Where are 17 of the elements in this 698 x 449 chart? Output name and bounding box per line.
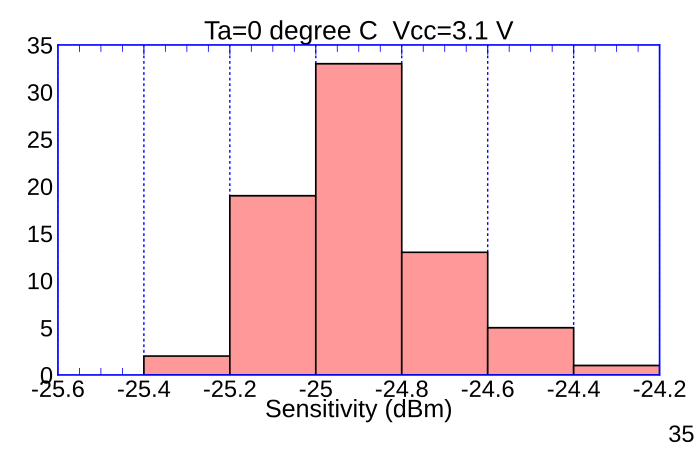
chart-title: Ta=0 degree C Vcc=3.1 V (204, 20, 514, 45)
y-tick-label: 15 (28, 226, 52, 242)
y-tick-label: 25 (28, 131, 52, 148)
y-tick-label: 5 (40, 320, 52, 337)
x-tick-label: -25 (300, 380, 332, 398)
x-axis-title: Sensitivity (dBm) (266, 399, 451, 422)
x-tick-label: -24.4 (548, 380, 600, 397)
x-tick-label: -24.2 (634, 380, 686, 397)
x-tick-label: -24.8 (376, 380, 428, 398)
text: 35 (669, 425, 694, 442)
y-tick-label: 10 (28, 272, 52, 290)
y-tick-label: 35 (28, 36, 52, 54)
x-tick-label: -25.2 (204, 380, 256, 398)
y-tick-label: 20 (28, 178, 52, 196)
y-tick-label: 30 (28, 84, 52, 101)
x-tick-label: -25.4 (118, 380, 170, 398)
x-tick-label: -24.6 (462, 380, 514, 398)
